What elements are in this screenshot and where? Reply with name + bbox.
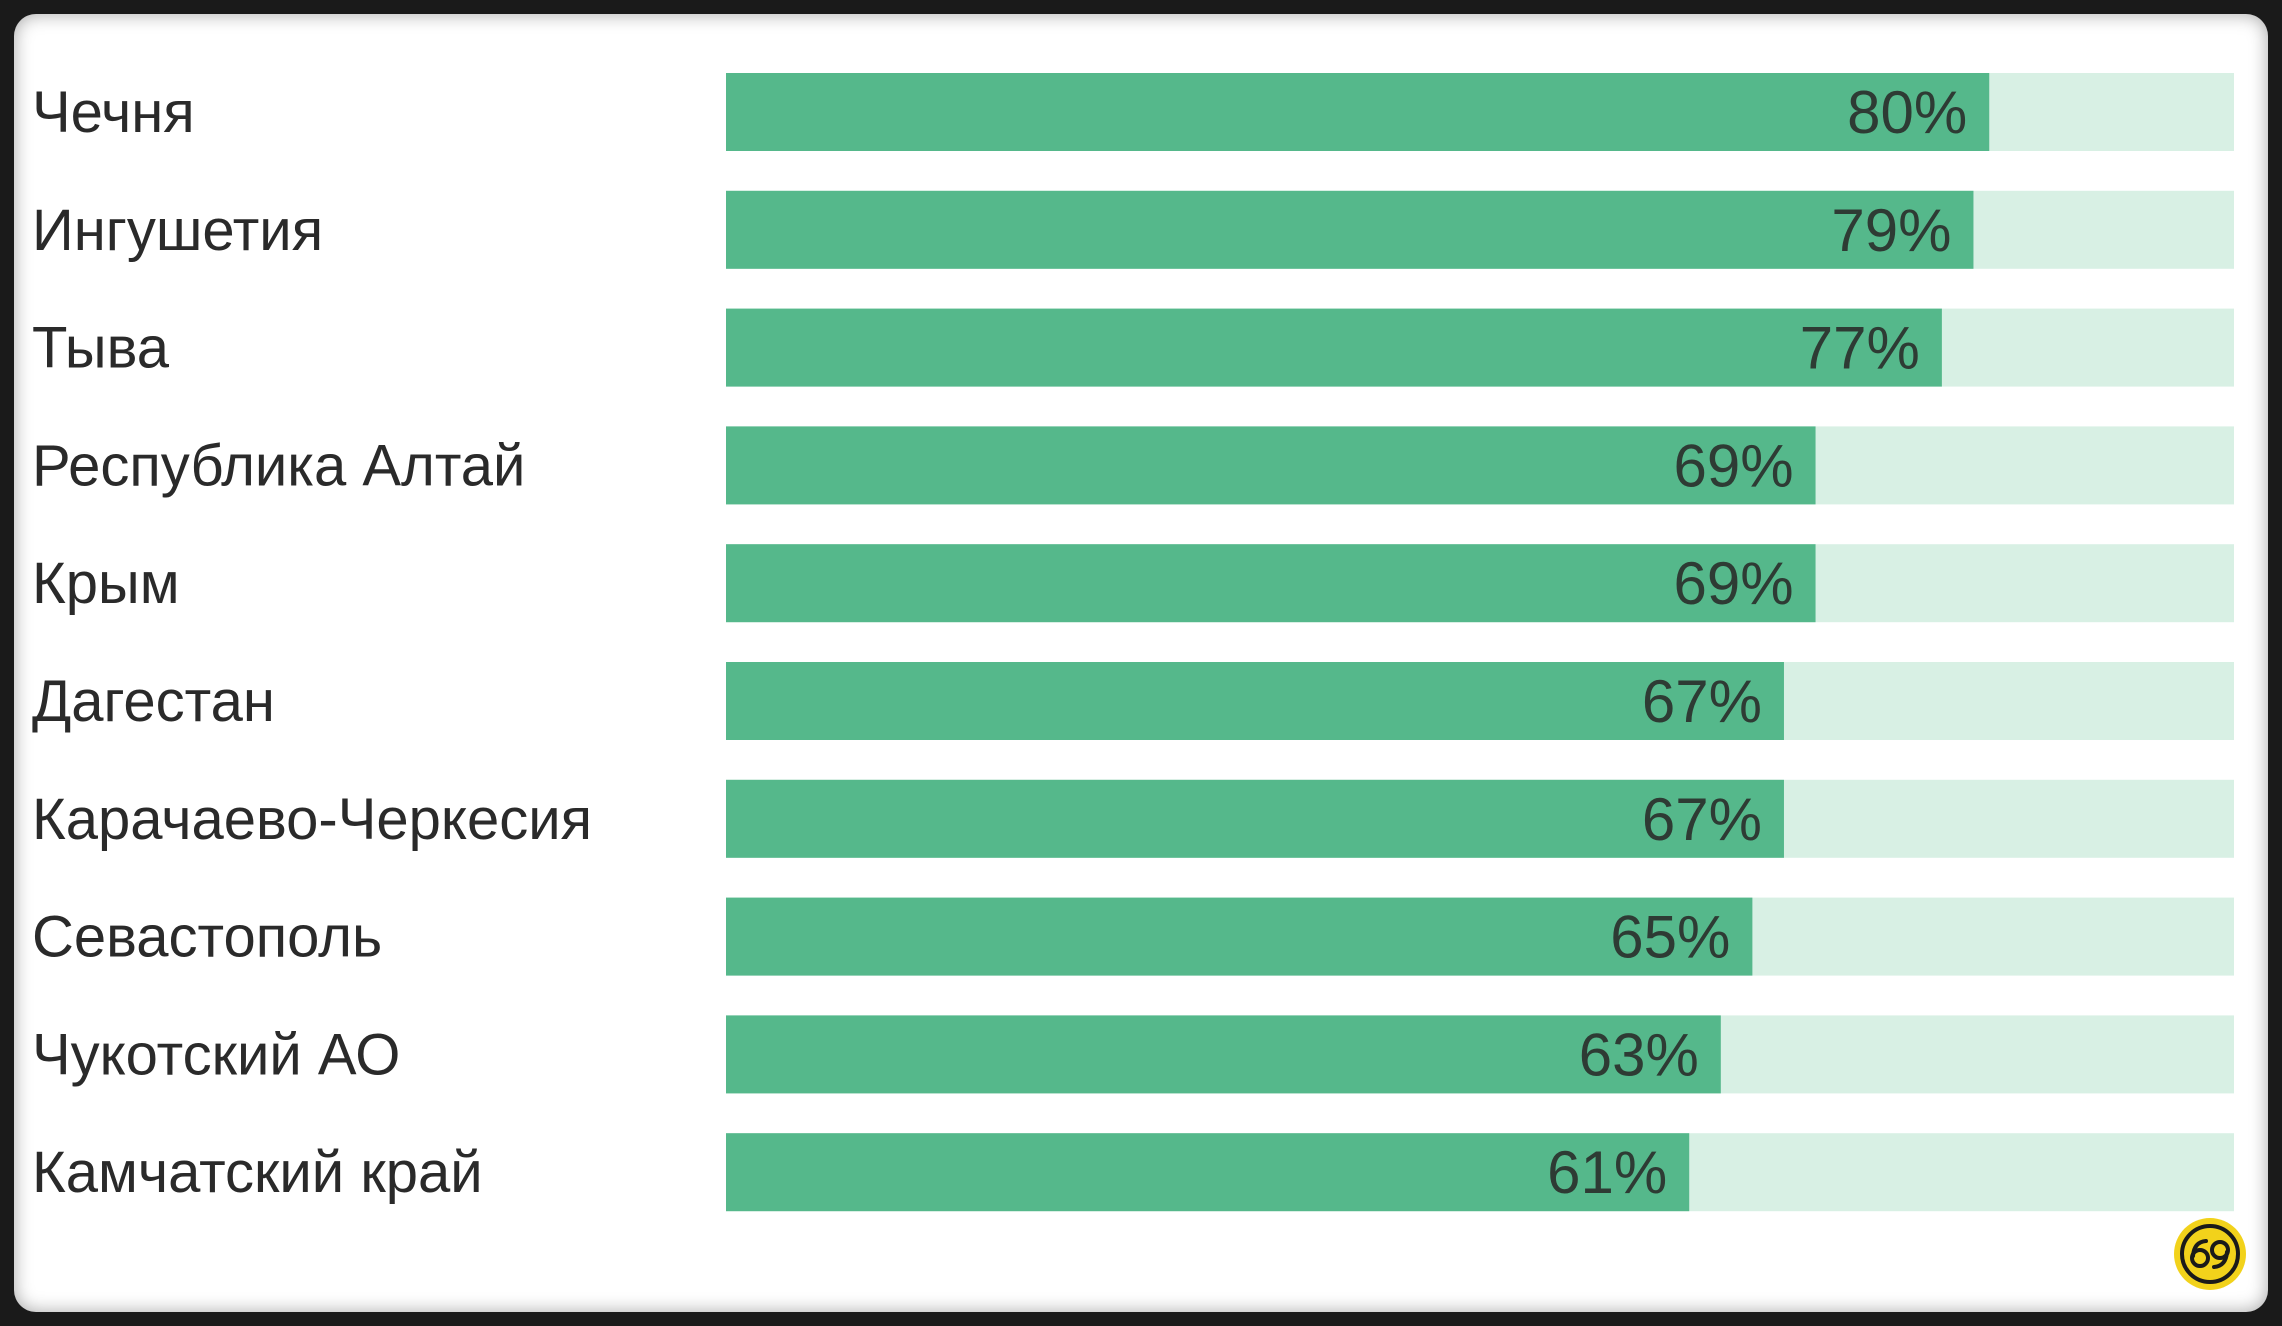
value-label: 79% — [1831, 197, 1951, 264]
category-label: Дагестан — [32, 669, 275, 734]
value-label: 65% — [1610, 904, 1730, 971]
bar — [726, 426, 1816, 505]
category-label: Чукотский АО — [32, 1022, 400, 1087]
value-label: 80% — [1847, 79, 1967, 146]
logo-icon — [2174, 1218, 2246, 1290]
chart-card: Чечня 80% Ингушетия 79% Тыва 77% Республика Ал… — [14, 14, 2268, 1312]
bar — [726, 308, 1942, 387]
category-label: Карачаево-Черкесия — [32, 787, 592, 852]
value-label: 63% — [1579, 1021, 1699, 1088]
bar — [726, 1015, 1721, 1094]
bar — [726, 662, 1784, 740]
category-label: Ингушетия — [32, 198, 323, 263]
category-label: Крым — [32, 551, 180, 616]
category-label: Республика Алтай — [32, 433, 525, 498]
value-label: 77% — [1800, 315, 1920, 382]
bar — [726, 190, 1974, 269]
category-label: Камчатский край — [32, 1140, 483, 1205]
bar — [726, 1133, 1690, 1212]
category-label: Севастополь — [32, 905, 382, 970]
value-label: 67% — [1642, 668, 1762, 735]
value-label: 61% — [1547, 1139, 1667, 1206]
value-label: 69% — [1673, 550, 1793, 617]
category-label: Тыва — [32, 316, 170, 381]
bar-chart: Чечня 80% Ингушетия 79% Тыва 77% Республика Ал… — [32, 73, 2234, 1212]
value-label: 69% — [1673, 432, 1793, 499]
value-label: 67% — [1642, 786, 1762, 853]
category-label: Чечня — [32, 80, 195, 145]
bar — [726, 73, 1990, 151]
bar — [726, 544, 1816, 623]
bar — [726, 779, 1784, 858]
bar — [726, 897, 1753, 976]
